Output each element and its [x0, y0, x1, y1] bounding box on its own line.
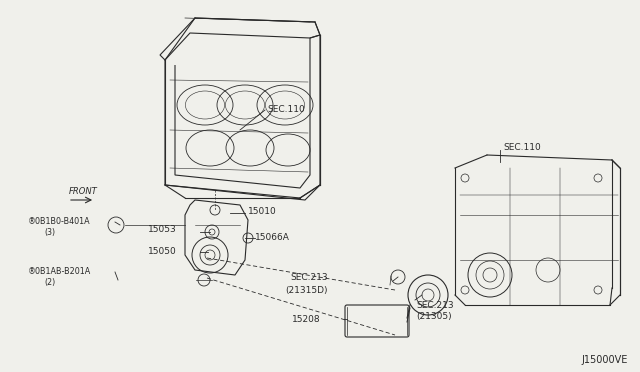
Text: ®0B1AB-B201A: ®0B1AB-B201A: [28, 267, 92, 276]
Text: SEC.110: SEC.110: [267, 106, 305, 115]
Text: J15000VE: J15000VE: [582, 355, 628, 365]
Text: (3): (3): [44, 228, 55, 237]
Text: (21315D): (21315D): [285, 285, 328, 295]
Text: ®0B1B0-B401A: ®0B1B0-B401A: [28, 218, 91, 227]
Text: 15010: 15010: [248, 208, 276, 217]
Text: FRONT: FRONT: [68, 187, 97, 196]
Text: (2): (2): [44, 279, 55, 288]
Text: 15208: 15208: [292, 314, 321, 324]
Text: SEC.213: SEC.213: [416, 301, 454, 310]
Text: SEC.213: SEC.213: [291, 273, 328, 282]
Text: 15050: 15050: [148, 247, 177, 257]
Text: (21305): (21305): [416, 312, 452, 321]
Text: 15053: 15053: [148, 225, 177, 234]
Text: 15066A: 15066A: [255, 234, 290, 243]
Text: SEC.110: SEC.110: [503, 142, 541, 151]
